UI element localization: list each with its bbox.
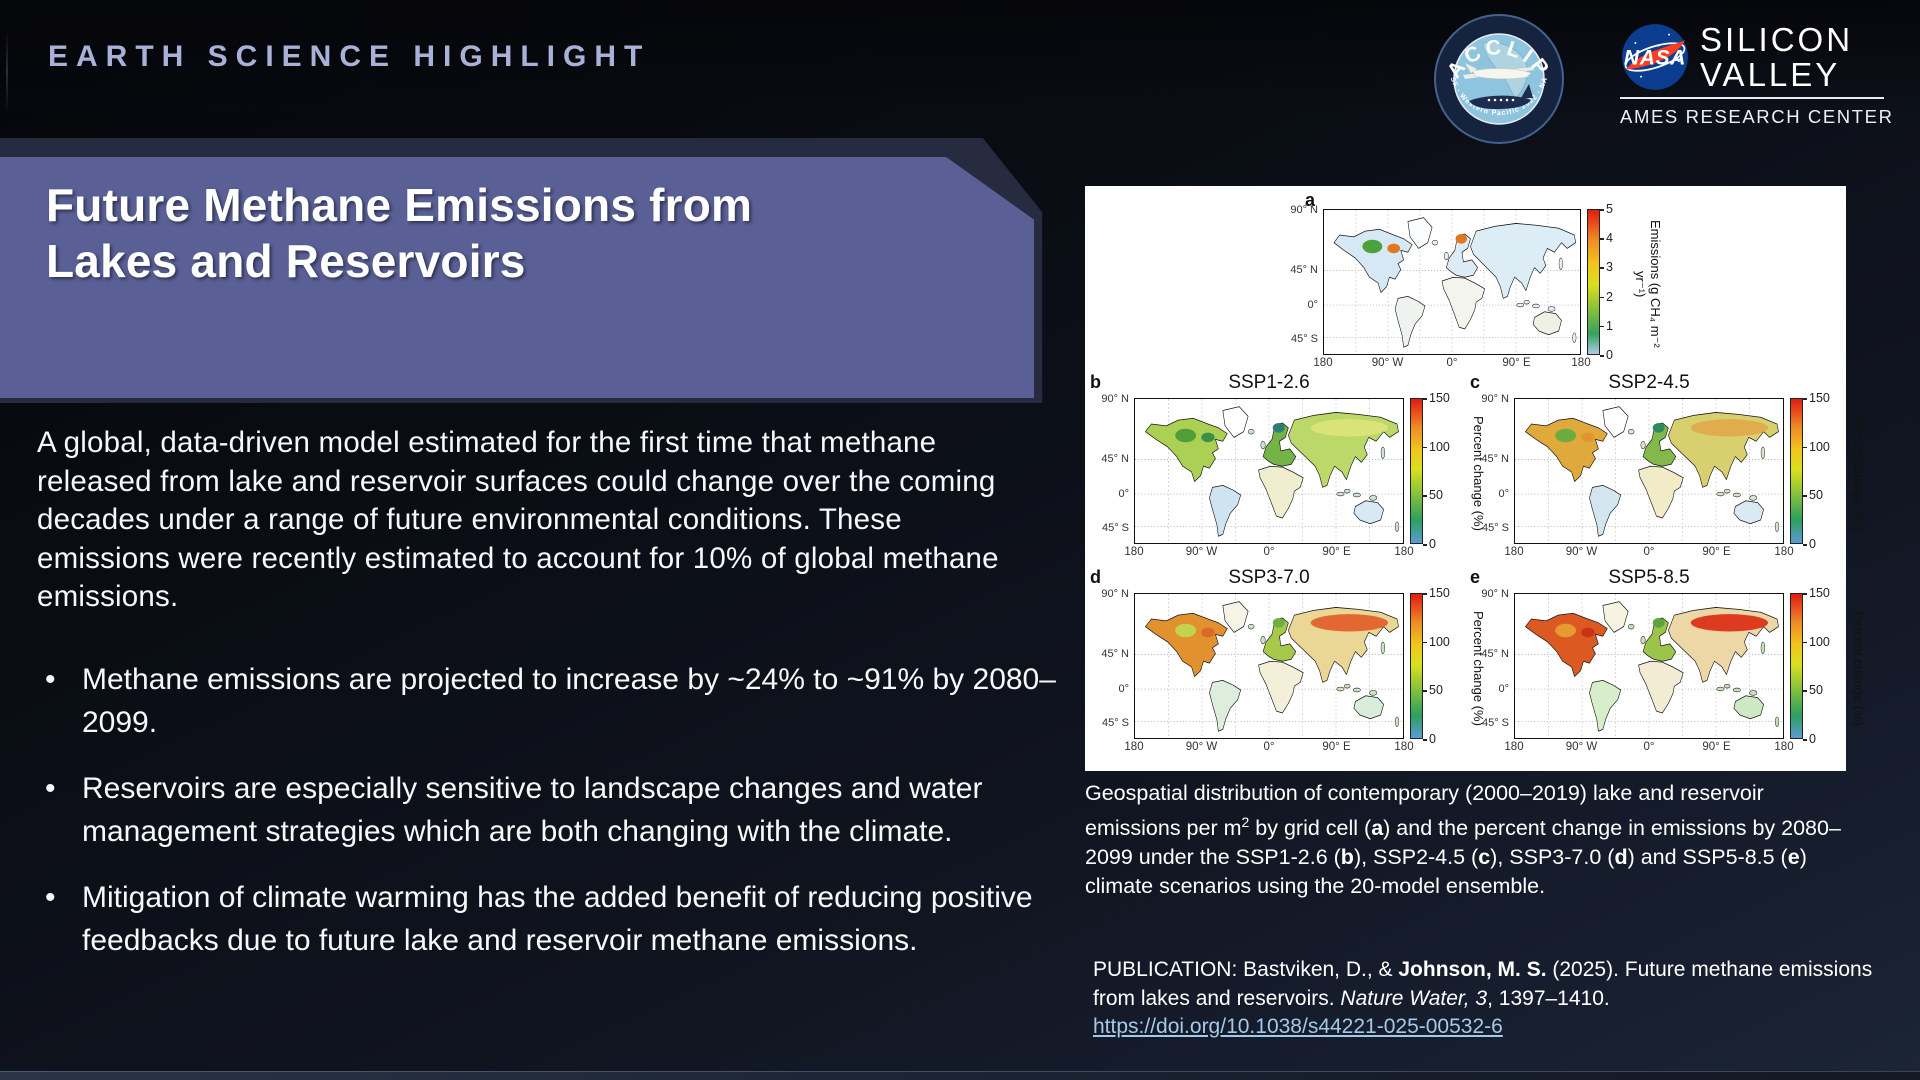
world-map <box>1134 593 1404 739</box>
figure-caption: Geospatial distribution of contemporary … <box>1085 781 1841 899</box>
figure-image: a 90° N 45° N 0° 45° S <box>1085 186 1866 771</box>
colorbar-label: Percent change (%) <box>1471 415 1486 531</box>
publication-text: PUBLICATION: Bastviken, D., & Johnson, M… <box>1093 958 1873 1010</box>
page-title: EARTH SCIENCE HIGHLIGHT <box>48 40 651 73</box>
world-map <box>1514 398 1784 544</box>
panel-scenario-title: SSP1-2.6 <box>1228 372 1310 393</box>
panel-letter: a <box>1305 190 1316 210</box>
bullet-item: Reservoirs are especially sensitive to l… <box>37 767 1072 853</box>
colorbar <box>1410 398 1423 544</box>
panel-letter: b <box>1090 372 1101 392</box>
panel-scenario-title: SSP5-8.5 <box>1608 567 1690 588</box>
longitude-axis-ticks: 180 90° W 0° 90° E 180 <box>1124 741 1414 753</box>
map-panel: c SSP2-4.5 90° N 45° N 0° 45° S <box>1468 372 1866 562</box>
nasa-wordmark: NASA <box>1624 47 1686 70</box>
panel-letter: d <box>1090 567 1101 587</box>
colorbar-label: Emissions (g CH₄ m⁻² yr⁻¹) <box>1633 220 1663 348</box>
panel-letter: e <box>1470 567 1481 587</box>
world-map <box>1323 209 1581 355</box>
acclip-aircraft <box>1463 63 1534 109</box>
world-map <box>1514 593 1784 739</box>
map-panel: e SSP5-8.5 90° N 45° N 0° 45° S <box>1468 567 1866 757</box>
bottom-divider <box>0 1071 1920 1080</box>
colorbar <box>1410 593 1423 739</box>
slide-title: Future Methane Emissions from Lakes and … <box>46 179 753 287</box>
world-map <box>1134 398 1404 544</box>
bullet-list: Methane emissions are projected to incre… <box>37 658 1072 985</box>
latitude-axis-ticks: 90° N 45° N 0° 45° S <box>1101 393 1129 534</box>
ames-research-center-label: AMES RESEARCH CENTER <box>1620 106 1894 127</box>
latitude-axis-ticks: 90° N 45° N 0° 45° S <box>1290 204 1318 345</box>
colorbar-label: Percent change (%) <box>1471 610 1486 726</box>
panel-scenario-title: SSP3-7.0 <box>1228 567 1310 588</box>
bullet-item: Methane emissions are projected to incre… <box>37 658 1072 744</box>
panel-scenario-title: SSP2-4.5 <box>1608 372 1690 393</box>
colorbar-ticks: 150 100 50 0 <box>1423 391 1450 551</box>
longitude-axis-ticks: 180 90° W 0° 90° E 180 <box>1504 546 1794 558</box>
silicon-valley-label: SILICON VALLEY <box>1700 21 1854 93</box>
map-panel: b SSP1-2.6 90° N 45° N 0° 45° S <box>1088 372 1486 562</box>
title-banner: Future Methane Emissions from Lakes and … <box>0 157 1034 398</box>
map-panel: a 90° N 45° N 0° 45° S <box>1277 190 1663 373</box>
colorbar-ticks: 150 100 50 0 <box>1803 586 1830 746</box>
latitude-axis-ticks: 90° N 45° N 0° 45° S <box>1481 393 1509 534</box>
colorbar <box>1790 593 1803 739</box>
nasa-meatball-icon: NASA <box>1622 24 1688 90</box>
latitude-axis-ticks: 90° N 45° N 0° 45° S <box>1481 588 1509 729</box>
nasa-ames-logo: NASA SILICON VALLEY AMES RESEARCH CENTER <box>1620 21 1894 128</box>
longitude-axis-ticks: 180 90° W 0° 90° E 180 <box>1124 546 1414 558</box>
doi-link[interactable]: https://doi.org/10.1038/s44221-025-00532… <box>1093 1015 1503 1038</box>
longitude-axis-ticks: 180 90° W 0° 90° E 180 <box>1313 357 1591 369</box>
intro-paragraph: A global, data-driven model estimated fo… <box>37 426 999 613</box>
colorbar-ticks: 150 100 50 0 <box>1803 391 1830 551</box>
colorbar-label: Percent change (%) <box>1851 415 1866 531</box>
latitude-axis-ticks: 90° N 45° N 0° 45° S <box>1101 588 1129 729</box>
colorbar-ticks: 150 100 50 0 <box>1423 586 1450 746</box>
colorbar <box>1790 398 1803 544</box>
longitude-axis-ticks: 180 90° W 0° 90° E 180 <box>1504 741 1794 753</box>
left-edge-accent <box>6 30 8 114</box>
colorbar <box>1587 209 1600 355</box>
colorbar-label: Percent change (%) <box>1851 610 1866 726</box>
bullet-item: Mitigation of climate warming has the ad… <box>37 876 1072 962</box>
acclip-logo: ACCLIP NOAA · NSF · Western Pacific 2022… <box>1433 13 1564 144</box>
panel-letter: c <box>1470 372 1481 392</box>
logo-divider <box>1620 97 1884 99</box>
header-band <box>0 0 1920 112</box>
publication-block: PUBLICATION: Bastviken, D., & Johnson, M… <box>1093 956 1888 1042</box>
map-panel: d SSP3-7.0 90° N 45° N 0° 45° S <box>1088 567 1486 757</box>
